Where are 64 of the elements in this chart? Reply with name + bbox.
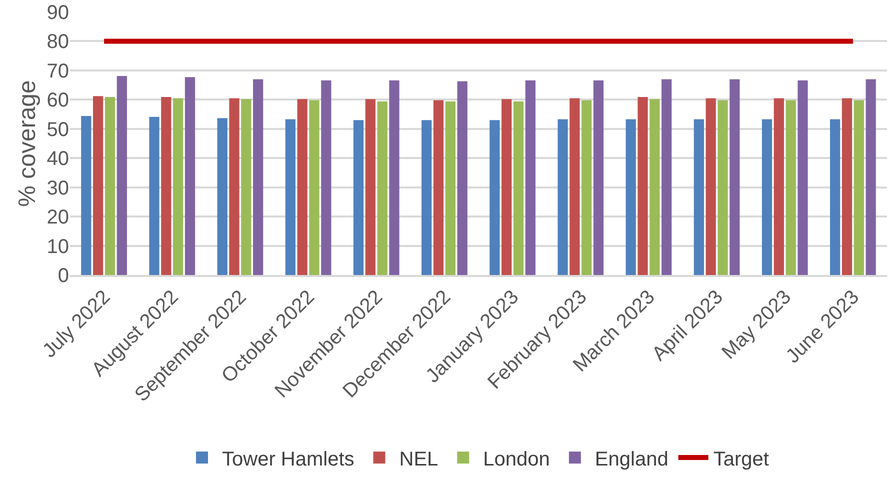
y-tick-label: 20 xyxy=(46,206,69,229)
bar xyxy=(297,99,308,275)
bar xyxy=(502,99,512,275)
bar xyxy=(253,79,264,275)
legend-label: London xyxy=(483,448,550,470)
legend-label: NEL xyxy=(399,448,438,470)
bar xyxy=(854,100,864,275)
bar xyxy=(445,101,456,275)
bar xyxy=(217,118,228,275)
bar xyxy=(774,98,784,275)
legend-label: Target xyxy=(713,448,770,470)
bar xyxy=(513,101,524,275)
bar xyxy=(706,98,716,275)
legend-label: Tower Hamlets xyxy=(222,448,354,470)
bar xyxy=(662,79,672,275)
y-tick-label: 0 xyxy=(58,265,69,287)
bar xyxy=(830,119,840,275)
bar xyxy=(149,116,160,275)
bar xyxy=(389,80,400,275)
y-tick-label: 60 xyxy=(46,90,69,112)
bar xyxy=(866,79,876,275)
bar xyxy=(457,81,468,275)
bar xyxy=(762,119,772,275)
y-tick-label: 10 xyxy=(46,236,69,258)
bar xyxy=(241,99,252,275)
bar xyxy=(93,96,104,275)
y-tick-label: 90 xyxy=(46,2,69,24)
y-axis-title: % coverage xyxy=(14,80,41,207)
bar xyxy=(798,80,808,275)
bar xyxy=(81,116,92,275)
y-tick-label: 70 xyxy=(46,60,69,82)
bar xyxy=(104,97,116,275)
y-tick-label: 40 xyxy=(46,148,69,170)
bar xyxy=(353,120,364,275)
bar xyxy=(582,100,592,275)
bar xyxy=(173,98,184,275)
bar xyxy=(650,99,660,275)
bar xyxy=(626,119,636,275)
bar xyxy=(161,97,172,275)
bar xyxy=(593,80,604,275)
bar xyxy=(570,98,580,275)
y-tick-label: 80 xyxy=(46,31,69,54)
bar xyxy=(309,100,320,275)
bar xyxy=(718,100,728,275)
bar xyxy=(229,98,240,275)
bar xyxy=(525,80,536,275)
y-tick-label: 30 xyxy=(46,177,69,200)
bar xyxy=(377,101,388,275)
bar xyxy=(786,100,796,275)
bar xyxy=(321,80,332,275)
bar xyxy=(490,120,500,275)
bar xyxy=(116,76,127,275)
bar xyxy=(558,119,568,275)
y-tick-label: 50 xyxy=(46,118,69,141)
bar xyxy=(422,120,432,275)
bar xyxy=(638,97,648,275)
bar xyxy=(842,98,852,275)
bar xyxy=(285,119,296,275)
legend-label: England xyxy=(594,448,668,470)
bar xyxy=(184,77,196,275)
bar xyxy=(694,119,704,275)
bar xyxy=(433,100,444,275)
bar xyxy=(730,79,740,275)
bar xyxy=(365,99,376,275)
